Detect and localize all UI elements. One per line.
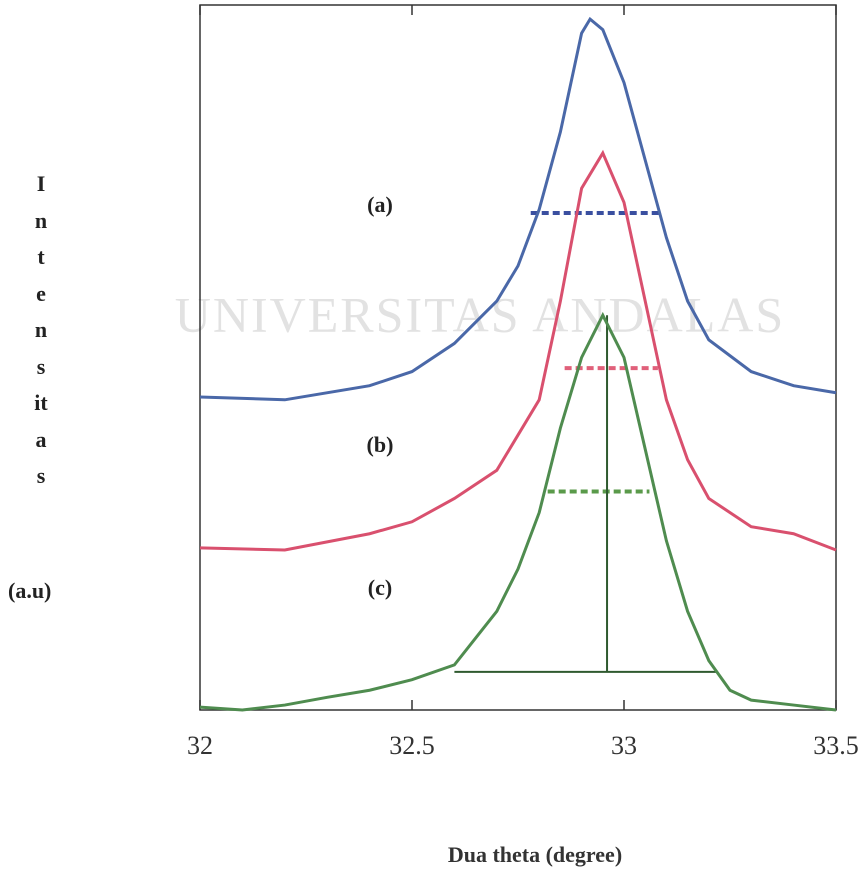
- y-axis-label: Intensitas: [34, 171, 48, 488]
- annotation: (c): [368, 575, 392, 600]
- x-tick-label: 33: [611, 731, 637, 760]
- plot-frame: [199, 4, 837, 711]
- data-line: [199, 149, 837, 552]
- y-axis-unit: (a.u): [8, 578, 52, 603]
- x-tick-label: 32: [187, 731, 213, 760]
- annotation: (b): [367, 432, 394, 457]
- annotation: (a): [367, 192, 393, 217]
- data-line: [199, 16, 837, 402]
- watermark: UNIVERSITAS ANDALAS: [175, 286, 785, 342]
- x-tick-label: 33.5: [813, 731, 859, 760]
- data-line: [199, 311, 837, 712]
- x-axis-label: Dua theta (degree): [448, 842, 622, 867]
- x-tick-label: 32.5: [389, 731, 435, 760]
